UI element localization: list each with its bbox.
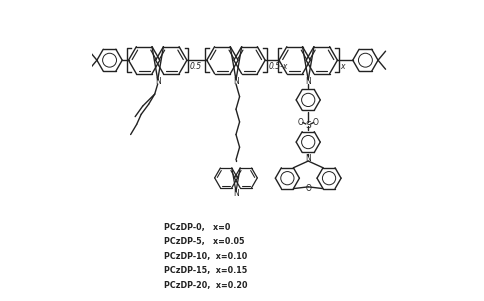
Text: N: N <box>233 189 239 198</box>
Text: O: O <box>305 184 311 193</box>
Text: x: x <box>340 62 345 71</box>
Text: N: N <box>305 77 311 86</box>
Text: N: N <box>233 77 239 86</box>
Text: O: O <box>298 118 303 127</box>
Text: PCzDP-20,  x=0.20: PCzDP-20, x=0.20 <box>164 281 247 290</box>
Text: 0.5-x: 0.5-x <box>268 62 287 71</box>
Text: PCzDP-0,   x=0: PCzDP-0, x=0 <box>164 223 230 232</box>
Text: N: N <box>155 77 161 86</box>
Text: $\mathdefault{S}$: $\mathdefault{S}$ <box>304 119 312 129</box>
Text: N: N <box>305 154 311 163</box>
Text: PCzDP-5,   x=0.05: PCzDP-5, x=0.05 <box>164 237 244 246</box>
Text: PCzDP-15,  x=0.15: PCzDP-15, x=0.15 <box>164 266 247 275</box>
Text: 0.5: 0.5 <box>190 62 202 71</box>
Text: PCzDP-10,  x=0.10: PCzDP-10, x=0.10 <box>164 252 247 261</box>
Text: O: O <box>313 118 318 127</box>
